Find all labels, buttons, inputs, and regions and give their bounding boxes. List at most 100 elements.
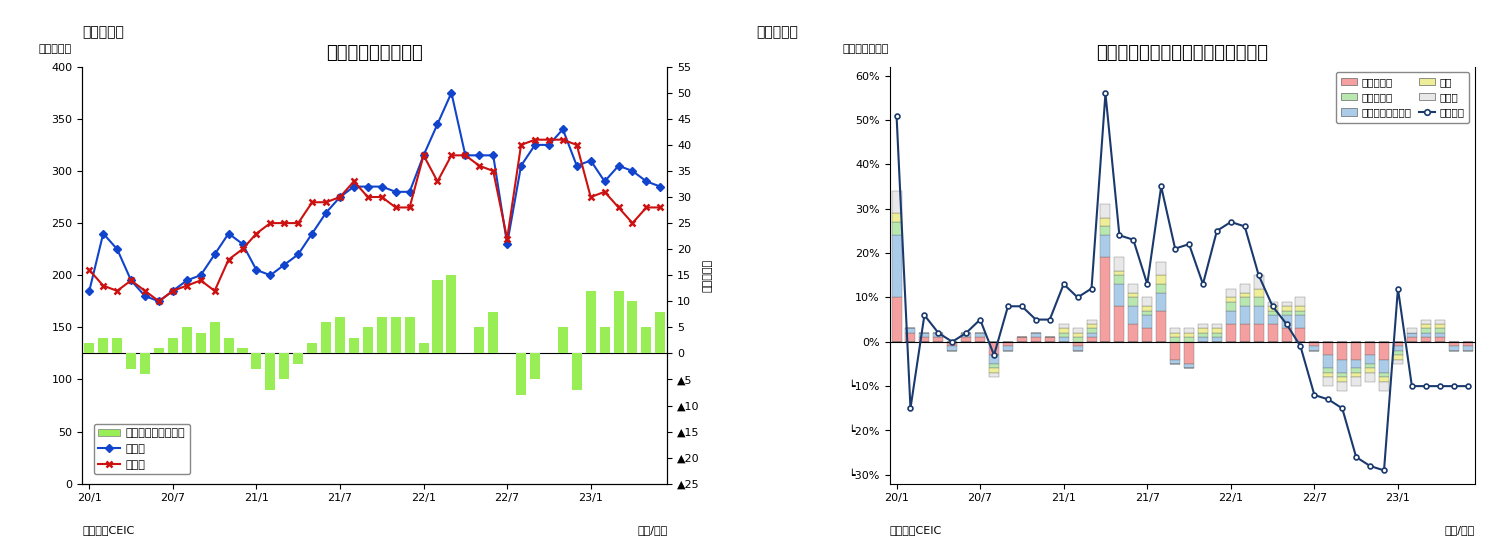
Bar bbox=[1365, 342, 1376, 355]
Bar bbox=[1198, 329, 1208, 333]
Bar bbox=[1407, 333, 1416, 337]
Bar bbox=[1156, 293, 1166, 311]
Bar bbox=[1407, 337, 1416, 342]
Bar bbox=[1184, 364, 1195, 369]
Text: （資料）CEIC: （資料）CEIC bbox=[82, 525, 135, 535]
Bar bbox=[641, 327, 651, 354]
Bar bbox=[990, 342, 998, 355]
Bar bbox=[1295, 311, 1305, 315]
Bar bbox=[1352, 360, 1361, 369]
Bar bbox=[1352, 378, 1361, 386]
Bar bbox=[585, 291, 596, 354]
Bar bbox=[1058, 329, 1069, 333]
Bar bbox=[919, 333, 930, 337]
Bar bbox=[1449, 342, 1458, 346]
Bar bbox=[1281, 311, 1292, 315]
Bar bbox=[990, 364, 998, 369]
Bar bbox=[1142, 297, 1153, 306]
Bar bbox=[1421, 337, 1431, 342]
Bar bbox=[1100, 217, 1111, 226]
Bar bbox=[1114, 284, 1124, 306]
Bar bbox=[1323, 342, 1334, 355]
Bar bbox=[238, 348, 247, 354]
Bar bbox=[1337, 360, 1347, 373]
Bar bbox=[1184, 342, 1195, 364]
Bar bbox=[99, 337, 108, 354]
Bar bbox=[1323, 378, 1334, 386]
Bar bbox=[1213, 324, 1222, 329]
Bar bbox=[1129, 306, 1138, 324]
Bar bbox=[1072, 346, 1082, 351]
Bar bbox=[1421, 333, 1431, 337]
Bar bbox=[1171, 337, 1180, 342]
Bar bbox=[307, 343, 317, 354]
Bar bbox=[1310, 342, 1319, 346]
Text: （年/月）: （年/月） bbox=[638, 525, 668, 535]
Bar bbox=[1198, 333, 1208, 337]
Bar bbox=[1268, 311, 1277, 315]
Bar bbox=[1421, 329, 1431, 333]
Legend: 貿易収支（右目盛）, 輸出額, 輸入額: 貿易収支（右目盛）, 輸出額, 輸入額 bbox=[94, 424, 190, 474]
Title: ベトナムの貿易収支: ベトナムの貿易収支 bbox=[326, 44, 424, 62]
Bar bbox=[1184, 333, 1195, 337]
Bar bbox=[572, 354, 582, 390]
Bar bbox=[1114, 306, 1124, 342]
Bar bbox=[1240, 324, 1250, 342]
Bar bbox=[1171, 329, 1180, 333]
Bar bbox=[1213, 337, 1222, 342]
Bar bbox=[433, 280, 443, 354]
Bar bbox=[961, 333, 972, 337]
Bar bbox=[1365, 373, 1376, 381]
Bar bbox=[906, 333, 916, 342]
Bar bbox=[1240, 293, 1250, 297]
Bar bbox=[1087, 324, 1096, 329]
Bar bbox=[1156, 275, 1166, 284]
Bar bbox=[196, 332, 205, 354]
Bar bbox=[1379, 378, 1389, 381]
Bar bbox=[391, 317, 401, 354]
Bar bbox=[1129, 297, 1138, 306]
Bar bbox=[1142, 306, 1153, 311]
Bar bbox=[1434, 324, 1445, 329]
Bar bbox=[1295, 297, 1305, 306]
Bar bbox=[1295, 306, 1305, 311]
Bar bbox=[1031, 333, 1040, 337]
Bar bbox=[1253, 275, 1263, 289]
Bar bbox=[1031, 337, 1040, 342]
Bar bbox=[1253, 324, 1263, 342]
Bar bbox=[948, 346, 957, 351]
Bar bbox=[892, 235, 901, 297]
Bar bbox=[1100, 235, 1111, 257]
Bar bbox=[1323, 373, 1334, 378]
Bar bbox=[1100, 257, 1111, 342]
Bar bbox=[1434, 320, 1445, 324]
Bar bbox=[126, 354, 136, 369]
Bar bbox=[1213, 329, 1222, 333]
Bar bbox=[1142, 311, 1153, 315]
Bar bbox=[1392, 355, 1403, 360]
Bar bbox=[627, 301, 638, 354]
Bar bbox=[1337, 342, 1347, 360]
Bar bbox=[1171, 342, 1180, 360]
Bar bbox=[293, 354, 304, 364]
Bar bbox=[1016, 337, 1027, 342]
Bar bbox=[1392, 351, 1403, 355]
Bar bbox=[1310, 346, 1319, 351]
Bar bbox=[1379, 381, 1389, 390]
Bar bbox=[1268, 315, 1277, 324]
Bar bbox=[1226, 302, 1237, 311]
Text: （年/月）: （年/月） bbox=[1445, 525, 1475, 535]
Bar bbox=[892, 222, 901, 235]
Bar bbox=[1421, 320, 1431, 324]
Bar bbox=[84, 343, 94, 354]
Bar bbox=[1087, 329, 1096, 333]
Bar bbox=[1171, 360, 1180, 364]
Bar bbox=[933, 337, 943, 342]
Bar bbox=[377, 317, 386, 354]
Bar bbox=[933, 333, 943, 337]
Bar bbox=[975, 333, 985, 337]
Bar bbox=[349, 337, 359, 354]
Bar bbox=[1253, 289, 1263, 297]
Bar bbox=[1337, 378, 1347, 381]
Text: （図表３）: （図表３） bbox=[82, 25, 124, 39]
